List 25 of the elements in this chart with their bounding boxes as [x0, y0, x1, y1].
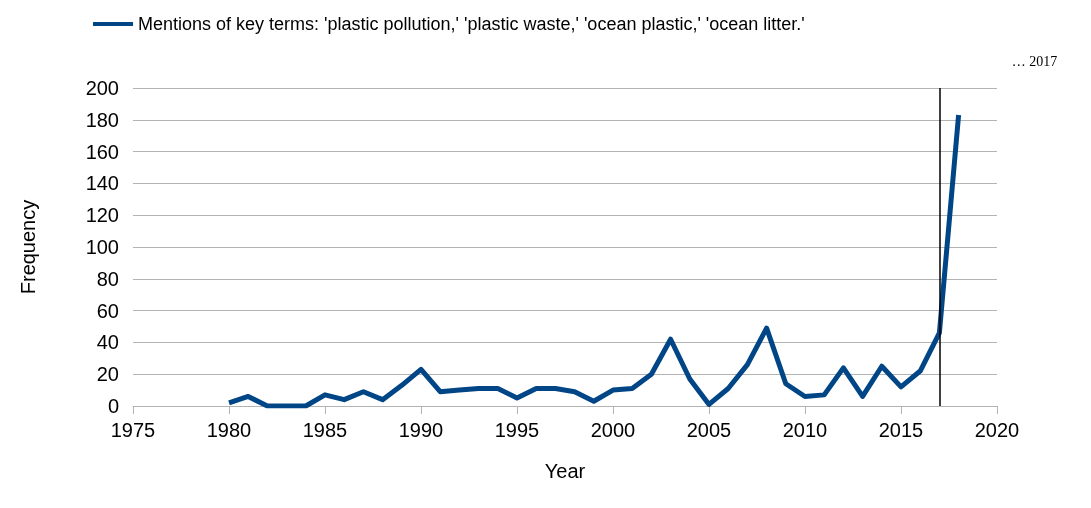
legend-label: Mentions of key terms: 'plastic pollution,' 'plastic waste,' 'ocean plastic,' 'ocean litter.' — [138, 14, 805, 34]
y-tick-label: 200 — [85, 77, 119, 99]
x-tick-label: 1995 — [494, 419, 540, 441]
y-tick-label: 160 — [85, 140, 119, 163]
ref-line-label: … 2017 — [1011, 53, 1058, 69]
x-tick-label: 1985 — [302, 419, 348, 441]
y-tick-label: 60 — [96, 299, 119, 322]
y-axis-title: Frequency — [17, 199, 39, 295]
x-tick-label: 2010 — [782, 419, 828, 441]
y-tick-label: 180 — [85, 108, 119, 131]
x-tick-label: 1975 — [110, 419, 156, 441]
y-tick-label: 100 — [85, 236, 119, 258]
x-tick-label: 1990 — [398, 419, 444, 441]
y-tick-label: 20 — [96, 363, 119, 386]
x-axis-title: Year — [544, 460, 586, 482]
x-tick-label: 2020 — [974, 419, 1020, 441]
y-tick-label: 40 — [96, 331, 119, 354]
y-tick-label: 120 — [85, 204, 119, 227]
y-tick-label: 0 — [107, 395, 119, 417]
y-tick-label: 80 — [96, 267, 119, 290]
y-tick-label: 140 — [85, 172, 119, 195]
x-tick-label: 2005 — [686, 419, 732, 441]
x-tick-label: 1980 — [206, 419, 252, 441]
x-tick-label: 2000 — [590, 419, 636, 441]
x-tick-label: 2015 — [878, 419, 924, 441]
